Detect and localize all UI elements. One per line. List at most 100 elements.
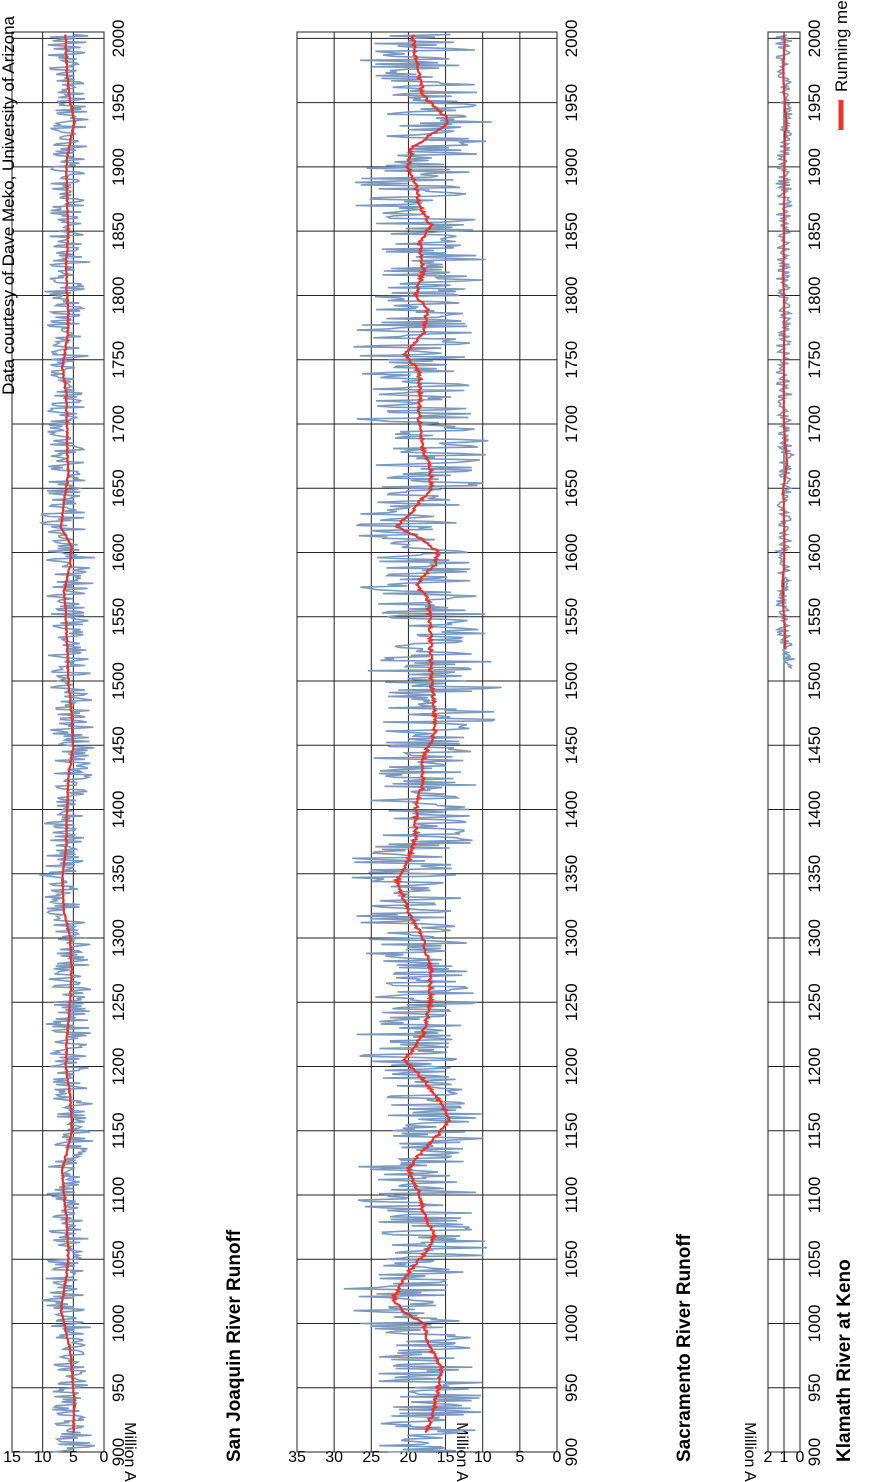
x-tick-label: 1700: [805, 405, 824, 443]
x-tick-label: 1750: [562, 341, 581, 379]
x-tick-label: 1750: [109, 341, 128, 379]
running-mean-line: [389, 34, 452, 1433]
x-tick-label: 1200: [805, 1048, 824, 1086]
y-axis-label: Million Acre-feet: [121, 1422, 138, 1482]
y-tick-label: 25: [362, 1449, 380, 1466]
annual-flow-line: [773, 34, 796, 669]
x-tick-label: 1300: [109, 919, 128, 957]
x-tick-label: 900: [805, 1438, 824, 1466]
x-tick-label: 1150: [805, 1112, 824, 1149]
x-tick-label: 1400: [109, 791, 128, 829]
x-tick-label: 1550: [805, 598, 824, 636]
x-tick-label: 1200: [562, 1048, 581, 1086]
x-tick-label: 1150: [109, 1112, 128, 1149]
panel-klamath: Klamath River at Keno Million Acre-feet …: [741, 20, 855, 1482]
x-tick-label: 1200: [109, 1048, 128, 1086]
y-axis-label: Million Acre-feet: [741, 1422, 758, 1482]
x-tick-label: 1700: [109, 405, 128, 443]
panel-title: Klamath River at Keno: [834, 1259, 855, 1462]
x-tick-label: 900: [562, 1438, 581, 1466]
x-tick-label: 1800: [562, 277, 581, 315]
x-tick-label: 1250: [109, 983, 128, 1021]
x-tick-label: 1000: [109, 1305, 128, 1343]
x-tick-label: 1300: [562, 919, 581, 957]
x-tick-label: 1900: [562, 148, 581, 186]
legend: Running mean: [832, 0, 851, 130]
x-tick-label: 1850: [562, 212, 581, 250]
y-tick-label: 0: [100, 1449, 109, 1466]
x-tick-label: 1300: [805, 919, 824, 957]
x-tick-label: 1250: [805, 983, 824, 1021]
x-tick-label: 1100: [109, 1177, 128, 1214]
y-tick-label: 10: [34, 1449, 52, 1466]
y-tick-label: 0: [553, 1449, 562, 1466]
x-tick-label: 1900: [109, 148, 128, 186]
y-tick-label: 30: [325, 1449, 343, 1466]
x-tick-label: 1650: [109, 469, 128, 507]
x-tick-label: 950: [109, 1374, 128, 1402]
panel-sacramento: Sacramento River Runoff Million Acre-fee…: [288, 20, 695, 1482]
y-tick-label: 0: [796, 1449, 805, 1466]
y-tick-label: 1: [780, 1449, 789, 1466]
x-tick-label: 1600: [805, 534, 824, 572]
plot-frame: [767, 31, 801, 1453]
x-tick-label: 1500: [562, 662, 581, 700]
x-tick-label: 1850: [109, 212, 128, 250]
annual-flow-line: [343, 33, 502, 1453]
x-tick-label: 1350: [109, 855, 128, 893]
x-tick-label: 1900: [805, 148, 824, 186]
running-mean-line: [59, 34, 77, 1434]
x-tick-label: 1050: [805, 1240, 824, 1278]
x-tick-label: 900: [109, 1438, 128, 1466]
x-tick-label: 1100: [805, 1177, 824, 1214]
x-tick-label: 1700: [562, 405, 581, 443]
x-tick-label: 1450: [805, 726, 824, 764]
x-tick-label: 1550: [562, 598, 581, 636]
x-tick-label: 1000: [805, 1305, 824, 1343]
x-tick-label: 1350: [805, 855, 824, 893]
y-tick-label: 2: [764, 1449, 773, 1466]
x-tick-label: 1400: [562, 791, 581, 829]
x-tick-label: 1400: [805, 791, 824, 829]
panel-title: Sacramento River Runoff: [674, 1233, 695, 1462]
x-tick-label: 1950: [805, 84, 824, 122]
annual-flow-line: [38, 33, 95, 1453]
x-tick-label: 1600: [562, 534, 581, 572]
x-tick-label: 1250: [562, 983, 581, 1021]
x-tick-label: 1950: [562, 84, 581, 122]
x-tick-label: 1650: [805, 469, 824, 507]
y-tick-label: 15: [3, 1449, 21, 1466]
x-tick-label: 1500: [805, 662, 824, 700]
x-tick-label: 1350: [562, 855, 581, 893]
x-tick-label: 1800: [805, 277, 824, 315]
x-tick-label: 1550: [109, 598, 128, 636]
x-tick-label: 950: [562, 1374, 581, 1402]
x-tick-label: 1850: [805, 212, 824, 250]
x-tick-label: 1100: [562, 1177, 581, 1214]
x-tick-label: 1950: [109, 84, 128, 122]
running-mean-line: [781, 34, 789, 650]
y-tick-label: 20: [400, 1449, 418, 1466]
y-tick-label: 10: [474, 1449, 492, 1466]
y-tick-label: 15: [437, 1449, 455, 1466]
x-tick-label: 1800: [109, 277, 128, 315]
y-tick-label: 5: [515, 1449, 524, 1466]
panel-title: San Joaquin River Runoff: [224, 1229, 245, 1462]
x-tick-label: 950: [805, 1374, 824, 1402]
y-tick-label: 35: [288, 1449, 306, 1466]
x-tick-label: 1000: [562, 1305, 581, 1343]
data-credit: Data courtesy of Dave Meko, University o…: [0, 15, 18, 394]
panel-san-joaquin: San Joaquin River Runoff Million Acre-fe…: [3, 20, 245, 1482]
x-tick-label: 1050: [562, 1240, 581, 1278]
x-tick-label: 1750: [805, 341, 824, 379]
x-tick-label: 2000: [562, 20, 581, 58]
x-tick-label: 1450: [562, 726, 581, 764]
x-tick-label: 1150: [562, 1112, 581, 1149]
legend-running-mean-label: Running mean: [832, 0, 851, 92]
x-tick-label: 1650: [562, 469, 581, 507]
y-tick-label: 5: [69, 1449, 78, 1466]
x-tick-label: 2000: [109, 20, 128, 58]
